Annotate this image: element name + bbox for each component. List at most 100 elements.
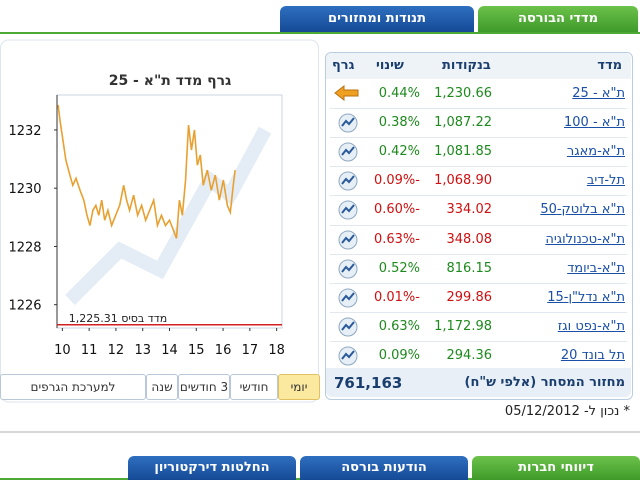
x-tick-label: 14 [161,343,178,358]
x-tick-label: 10 [54,343,71,358]
row-divider [330,224,627,226]
column-header: שינוי [376,58,404,73]
icon [338,113,358,133]
icon [338,142,358,162]
watermark [65,126,272,305]
graph-icon[interactable] [338,171,358,191]
period-button[interactable]: יומי [278,374,320,400]
change: 0.42% [378,144,420,160]
period-button[interactable]: חודשי [230,374,278,400]
change: 0.44% [378,86,420,101]
change: -0.60% [373,202,420,218]
icon [338,288,358,308]
tab[interactable]: תנודות ומחזורים [280,6,474,32]
row-divider [330,340,627,342]
y-tick-label: 1232 [8,124,41,139]
y-tick-label: 1228 [8,240,41,255]
arrow [334,84,359,102]
graph-icon[interactable] [338,200,358,220]
points: 1,087.22 [434,115,492,131]
icon [338,259,358,279]
turnover-value: 761,163 [334,374,403,392]
index-link[interactable]: ת"א-טכנולוגיה [545,231,625,247]
change: 0.38% [378,115,420,131]
x-tick-label: 16 [215,343,232,358]
points: 1,081.85 [434,144,492,160]
x-tick-label: 11 [81,343,98,358]
points: 348.08 [446,231,493,247]
points: 816.15 [446,260,493,276]
change: 0.09% [378,347,420,363]
x-tick-label: 18 [268,343,285,358]
change: -0.01% [373,289,420,305]
bottom-tab[interactable]: החלטות דירקטוריון [128,456,296,480]
column-header: בנקודות [442,58,491,73]
index-link[interactable]: ת"א-ביומד [567,260,625,276]
period-button[interactable]: למערכת הגרפים [0,374,146,400]
chart-title: גרף מדד ת"א - 25 [109,73,232,89]
index-link[interactable]: ת"א נדל"ן-15 [547,289,625,305]
table-panel [325,52,633,400]
points: 1,230.66 [434,86,492,101]
change: -0.63% [373,231,420,247]
points: 1,172.98 [434,318,492,334]
graph-icon[interactable] [338,288,358,308]
points: 1,068.90 [434,173,492,189]
row-divider [330,253,627,255]
points: 294.36 [446,347,493,363]
bottom-tab[interactable]: הודעות בורסה [300,456,468,480]
change: 0.52% [378,260,420,276]
x-tick-label: 17 [242,343,259,358]
graph-icon[interactable] [338,259,358,279]
points: 299.86 [446,289,493,305]
arrow-icon[interactable] [334,84,360,102]
row-divider [330,166,627,168]
row-divider [330,282,627,284]
index-link[interactable]: ת"א - 100 [564,115,625,131]
icon [338,200,358,220]
table-footer [326,368,631,397]
period-button[interactable]: שנה [146,374,178,400]
points: 334.02 [446,202,493,218]
change: -0.09% [373,173,420,189]
row-divider [330,311,627,313]
x-tick-label: 13 [134,343,151,358]
y-tick-label: 1230 [8,182,41,197]
turnover-label: מחזור המסחר (אלפי ש"ח) [464,375,626,390]
row-divider [330,108,627,110]
icon [338,171,358,191]
graph-icon[interactable] [338,317,358,337]
icon [338,230,358,249]
tab[interactable]: מדדי הבורסה [478,6,638,32]
index-link[interactable]: תל-דיב [586,173,625,189]
bottom-tab[interactable]: דיווחי חברות [472,456,640,480]
column-header: גרף [332,58,355,73]
period-button[interactable]: 3 חודשים [178,374,230,400]
index-link[interactable]: ת"א בלוטק-50 [540,202,625,218]
graph-icon[interactable] [338,230,358,250]
column-header: מדד [597,58,622,73]
icon [338,346,358,366]
x-tick-label: 12 [108,343,125,358]
index-link[interactable]: ת"א-מאגר [566,144,625,160]
graph-icon[interactable] [338,346,358,366]
y-tick-label: 1226 [8,299,41,314]
change: 0.63% [378,318,420,334]
icon [338,317,358,337]
index-line [57,104,236,239]
index-link[interactable]: ת"א-נפט וגז [557,318,625,334]
table-header [326,53,631,79]
index-link[interactable]: תל בונד 20 [560,347,625,363]
plot-area [56,94,283,329]
row-divider [330,195,627,197]
x-tick-label: 15 [188,343,205,358]
index-link[interactable]: ת"א - 25 [572,86,625,101]
row-divider [330,137,627,139]
note: * נכון ל- 05/12/2012 [504,404,630,419]
base-label: מדד בסיס 1,225.31 [69,312,168,325]
graph-icon[interactable] [338,113,358,133]
graph-icon[interactable] [338,142,358,162]
